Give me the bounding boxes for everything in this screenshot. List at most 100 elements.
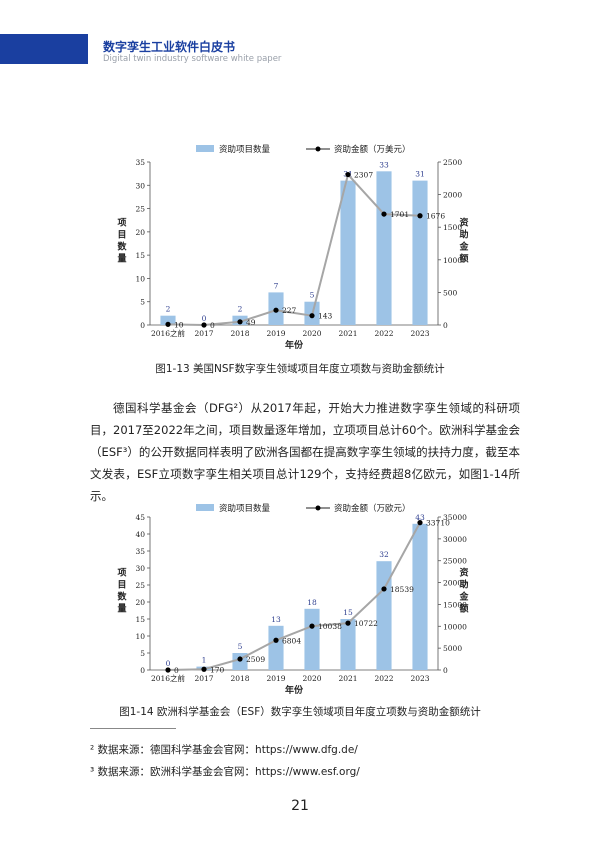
left-tick-label: 20: [135, 598, 145, 607]
line-point: [381, 586, 387, 592]
right-axis-label: 资助金额: [458, 217, 469, 265]
x-axis-label: 年份: [285, 684, 304, 696]
right-tick-label: 0: [443, 321, 448, 330]
bar-value-label: 2: [238, 305, 243, 314]
bar-value-label: 7: [274, 281, 279, 290]
left-tick-label: 45: [135, 513, 145, 522]
line-value-label: 0: [174, 666, 179, 675]
line-value-label: 227: [282, 306, 297, 315]
left-tick-label: 25: [135, 205, 145, 214]
bar: [340, 180, 356, 325]
bar-value-label: 18: [307, 598, 317, 607]
bar: [268, 625, 284, 670]
line-point: [201, 666, 207, 672]
bar: [340, 619, 356, 670]
line-value-label: 0: [210, 321, 215, 330]
line-point: [345, 171, 351, 178]
series-line: [167, 172, 421, 327]
bar: [376, 171, 392, 325]
x-tick-label: 2019: [266, 329, 285, 338]
line-point: [201, 322, 207, 328]
left-tick-label: 5: [140, 649, 145, 658]
x-tick-label: 2021: [338, 674, 357, 683]
paragraph-text: 德国科学基金会（DFG²）从2017年起，开始大力推进数字孪生领域的科研项目，2…: [90, 401, 520, 503]
line-point: [417, 520, 423, 526]
x-tick-label: 2017: [194, 329, 213, 338]
line-point: [417, 213, 423, 219]
line-point: [381, 211, 387, 217]
right-tick-label: 25000: [443, 557, 467, 566]
header-title: 数字孪生工业软件白皮书: [103, 40, 236, 54]
bar-value-label: 13: [271, 615, 281, 624]
left-tick-label: 20: [135, 228, 145, 237]
left-tick-label: 30: [135, 564, 145, 573]
bar: [412, 180, 428, 325]
bar-value-label: 2: [166, 305, 171, 314]
bar: [376, 561, 392, 670]
x-tick-label: 2017: [194, 674, 213, 683]
line-value-label: 6804: [282, 636, 301, 645]
line-value-label: 143: [318, 312, 333, 321]
line-point: [309, 313, 315, 319]
left-tick-label: 0: [140, 321, 145, 330]
footnote-2: ² 数据来源：德国科学基金会官网：https://www.dfg.de/: [90, 744, 358, 756]
left-tick-label: 15: [135, 615, 145, 624]
line-point: [309, 623, 315, 629]
nsf-funding-chart: 资助项目数量 资助金额（万美元）0510152025303505001000150…: [117, 144, 469, 350]
legend-bar-swatch: [196, 145, 214, 152]
bar-value-label: 5: [310, 291, 315, 300]
bar: [304, 608, 320, 670]
x-tick-label: 2020: [302, 329, 321, 338]
figure-caption-1-14: 图1-14 欧洲科学基金会（ESF）数字孪生领域项目年度立项数与资助金额统计: [119, 706, 481, 718]
x-tick-label: 2022: [374, 674, 393, 683]
x-tick-label: 2016之前: [151, 328, 186, 338]
right-tick-label: 1500: [443, 223, 462, 232]
legend-line-label: 资助金额（万欧元）: [334, 503, 411, 514]
left-tick-label: 5: [140, 298, 145, 307]
x-tick-label: 2020: [302, 674, 321, 683]
bar: [412, 523, 428, 670]
right-tick-label: 30000: [443, 535, 467, 544]
legend-line-marker: [315, 505, 321, 511]
bar-value-label: 0: [166, 659, 171, 668]
right-tick-label: 1000: [443, 256, 462, 265]
legend-line-marker: [315, 146, 321, 152]
right-tick-label: 500: [443, 288, 458, 297]
bar-value-label: 43: [415, 513, 425, 522]
right-tick-label: 0: [443, 666, 448, 675]
line-value-label: 10038: [318, 622, 342, 631]
x-tick-label: 2021: [338, 329, 357, 338]
bar-value-label: 5: [238, 642, 243, 651]
right-tick-label: 2000: [443, 191, 462, 200]
x-tick-label: 2023: [410, 674, 429, 683]
left-tick-label: 10: [135, 632, 145, 641]
left-tick-label: 35: [135, 158, 145, 167]
series-line: [167, 522, 421, 671]
right-tick-label: 35000: [443, 513, 467, 522]
left-tick-label: 15: [135, 251, 145, 260]
left-axis-label: 项目数量: [117, 218, 127, 265]
line-point: [273, 307, 279, 313]
bar-value-label: 31: [415, 170, 425, 179]
left-tick-label: 10: [135, 274, 145, 283]
x-tick-label: 2018: [230, 329, 249, 338]
line-value-label: 170: [210, 665, 225, 674]
line-point: [165, 667, 171, 673]
line-value-label: 10722: [354, 619, 378, 628]
bar-value-label: 33: [379, 160, 389, 169]
line-value-label: 1676: [426, 212, 445, 221]
footnote-divider: [90, 728, 176, 729]
right-tick-label: 10000: [443, 622, 467, 631]
line-value-label: 33710: [426, 519, 450, 528]
esf-funding-chart: 资助项目数量 资助金额（万欧元）0510152025303540450500010…: [117, 503, 469, 696]
header-accent-bar: [0, 34, 88, 64]
line-point: [237, 319, 243, 325]
x-tick-label: 2016之前: [151, 673, 186, 683]
line-point: [237, 656, 243, 662]
line-value-label: 1701: [390, 210, 409, 219]
figure-caption-1-13: 图1-13 美国NSF数字孪生领域项目年度立项数与资助金额统计: [155, 363, 445, 375]
x-tick-label: 2022: [374, 329, 393, 338]
right-axis-label: 资助金额: [458, 567, 469, 615]
footnote-3: ³ 数据来源：欧洲科学基金会官网：https://www.esf.org/: [90, 766, 360, 778]
header-subtitle: Digital twin industry software white pap…: [103, 54, 282, 64]
